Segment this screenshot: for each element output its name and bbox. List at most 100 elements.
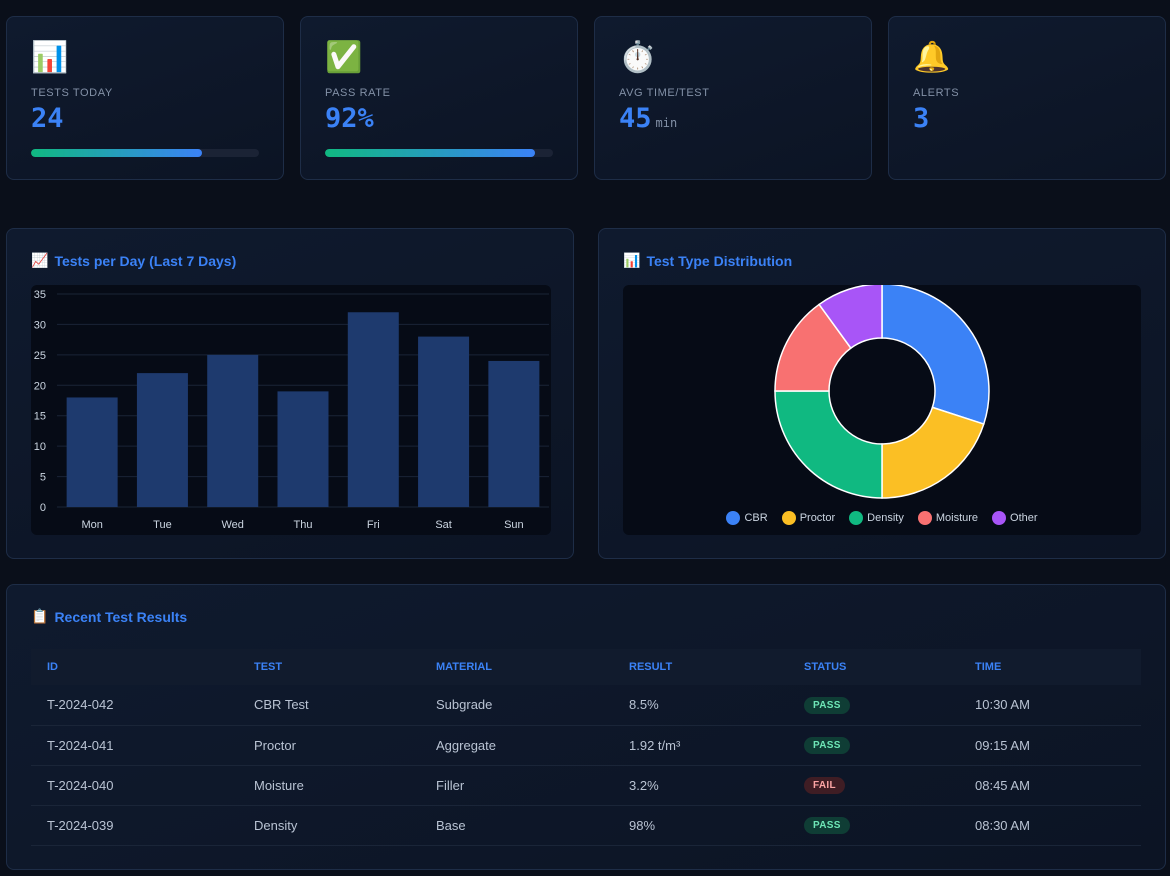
bar-tue[interactable] — [136, 373, 188, 507]
stat-label: ALERTS — [913, 87, 960, 99]
panel-title-text: Test Type Distribution — [646, 253, 793, 269]
table-row[interactable]: T-2024-040 Moisture Filler 3.2% FAIL 08:45 AM — [31, 765, 1141, 806]
y-tick-label: 20 — [34, 380, 46, 392]
bar-mon[interactable] — [66, 397, 118, 507]
panel-title-text: Recent Test Results — [54, 609, 188, 625]
slice-proctor[interactable] — [881, 406, 985, 499]
bar-sat[interactable] — [418, 336, 470, 507]
legend-item-density[interactable]: Density — [849, 511, 904, 525]
stat-card-pass-rate: ✅ PASS RATE 92% — [300, 16, 578, 180]
legend-swatch — [849, 511, 864, 525]
tests-per-day-panel: 📈 Tests per Day (Last 7 Days) 0 5 10 15 20 25… — [6, 228, 574, 559]
bar-fri[interactable] — [347, 312, 399, 507]
panel-title: 📈 Tests per Day (Last 7 Days) — [31, 253, 236, 269]
legend-swatch — [992, 511, 1007, 525]
stat-value: 45 min — [619, 103, 678, 134]
test-type-panel: 📊 Test Type Distribution CBR Proctor Densi… — [598, 228, 1166, 559]
table-row[interactable]: T-2024-042 CBR Test Subgrade 8.5% PASS 10:30 … — [31, 685, 1141, 726]
donut-chart-container: CBR Proctor Density Moisture Other — [623, 283, 1141, 535]
cell-time: 08:30 AM — [959, 805, 1141, 846]
x-tick-label: Sat — [435, 519, 452, 531]
legend-swatch — [917, 511, 932, 525]
legend-label: Proctor — [799, 512, 836, 524]
recent-results-panel: 📋 Recent Test Results ID TEST MATERIAL R… — [6, 584, 1166, 870]
panel-title: 📊 Test Type Distribution — [623, 253, 792, 269]
bell-icon: 🔔 — [913, 40, 951, 75]
cell-id: T-2024-040 — [31, 765, 238, 806]
bar-chart-container: 0 5 10 15 20 25 30 35 Mon Tue Wed Thu Fri Sat Sun — [31, 285, 551, 535]
y-tick-label: 5 — [40, 472, 46, 484]
stat-value: 24 — [31, 103, 64, 134]
stat-card-tests-today: 📊 TESTS TODAY 24 — [6, 16, 284, 180]
table-row[interactable]: T-2024-041 Proctor Aggregate 1.92 t/m³ PASS 0… — [31, 725, 1141, 766]
cell-id: T-2024-039 — [31, 805, 238, 846]
cell-id: T-2024-042 — [31, 685, 238, 726]
legend-label: Density — [867, 512, 904, 524]
bar-chart-icon: 📊 — [31, 40, 69, 75]
cell-status: FAIL — [788, 765, 959, 806]
legend-label: Moisture — [935, 512, 979, 524]
cell-time: 09:15 AM — [959, 725, 1141, 766]
bar-wed[interactable] — [207, 354, 259, 507]
column-header-id[interactable]: ID — [31, 649, 238, 685]
y-tick-label: 0 — [40, 502, 46, 514]
column-header-time[interactable]: TIME — [959, 649, 1141, 685]
column-header-test[interactable]: TEST — [238, 649, 420, 685]
legend-item-moisture[interactable]: Moisture — [917, 511, 979, 525]
table-header-row: ID TEST MATERIAL RESULT STATUS TIME — [31, 649, 1141, 685]
stat-label: AVG TIME/TEST — [619, 87, 710, 99]
column-header-status[interactable]: STATUS — [788, 649, 959, 685]
x-tick-label: Thu — [294, 519, 313, 531]
column-header-material[interactable]: MATERIAL — [420, 649, 613, 685]
chart-legend: CBR Proctor Density Moisture Other — [623, 511, 1141, 525]
x-tick-label: Fri — [367, 519, 380, 531]
panel-title: 📋 Recent Test Results — [31, 609, 187, 625]
legend-swatch — [781, 511, 796, 525]
x-tick-label: Wed — [222, 519, 244, 531]
progress-fill — [325, 149, 535, 157]
bar-chart-icon: 📊 — [623, 253, 641, 269]
cell-id: T-2024-041 — [31, 725, 238, 766]
results-table: ID TEST MATERIAL RESULT STATUS TIME T-20… — [31, 649, 1141, 846]
column-header-result[interactable]: RESULT — [613, 649, 788, 685]
y-tick-label: 25 — [34, 350, 46, 362]
cell-result: 98% — [613, 805, 788, 846]
slice-cbr[interactable] — [881, 283, 990, 426]
cell-result: 3.2% — [613, 765, 788, 806]
bar-thu[interactable] — [277, 391, 329, 507]
cell-time: 08:45 AM — [959, 765, 1141, 806]
cell-time: 10:30 AM — [959, 685, 1141, 726]
y-tick-label: 10 — [34, 441, 46, 453]
progress-bar — [31, 149, 259, 157]
bar-chart: 0 5 10 15 20 25 30 35 Mon Tue Wed Thu Fri Sat Sun — [34, 289, 549, 531]
stat-card-avg-time: ⏱️ AVG TIME/TEST 45 min — [594, 16, 872, 180]
stat-label: TESTS TODAY — [31, 87, 113, 99]
y-tick-label: 30 — [34, 319, 46, 331]
bar-sun[interactable] — [488, 360, 540, 507]
donut-chart — [774, 283, 990, 499]
legend-swatch — [726, 511, 741, 525]
x-tick-label: Sun — [504, 519, 524, 531]
legend-item-cbr[interactable]: CBR — [726, 511, 768, 525]
table-row[interactable]: T-2024-039 Density Base 98% PASS 08:30 AM — [31, 805, 1141, 846]
x-tick-label: Mon — [81, 519, 102, 531]
legend-item-other[interactable]: Other — [992, 511, 1038, 525]
stat-card-alerts: 🔔 ALERTS 3 — [888, 16, 1166, 180]
stat-unit: min — [655, 116, 678, 130]
stopwatch-icon: ⏱️ — [619, 40, 657, 75]
cell-test: CBR Test — [238, 685, 420, 726]
progress-bar — [325, 149, 553, 157]
x-tick-label: Tue — [153, 519, 172, 531]
y-tick-label: 15 — [34, 411, 46, 423]
slice-density[interactable] — [774, 390, 883, 499]
stat-label: PASS RATE — [325, 87, 391, 99]
legend-item-proctor[interactable]: Proctor — [781, 511, 836, 525]
status-badge: PASS — [804, 737, 850, 754]
cell-material: Filler — [420, 765, 613, 806]
check-mark-icon: ✅ — [325, 40, 363, 75]
cell-result: 1.92 t/m³ — [613, 725, 788, 766]
cell-test: Proctor — [238, 725, 420, 766]
cell-test: Moisture — [238, 765, 420, 806]
status-badge: PASS — [804, 817, 850, 834]
status-badge: FAIL — [804, 777, 845, 794]
